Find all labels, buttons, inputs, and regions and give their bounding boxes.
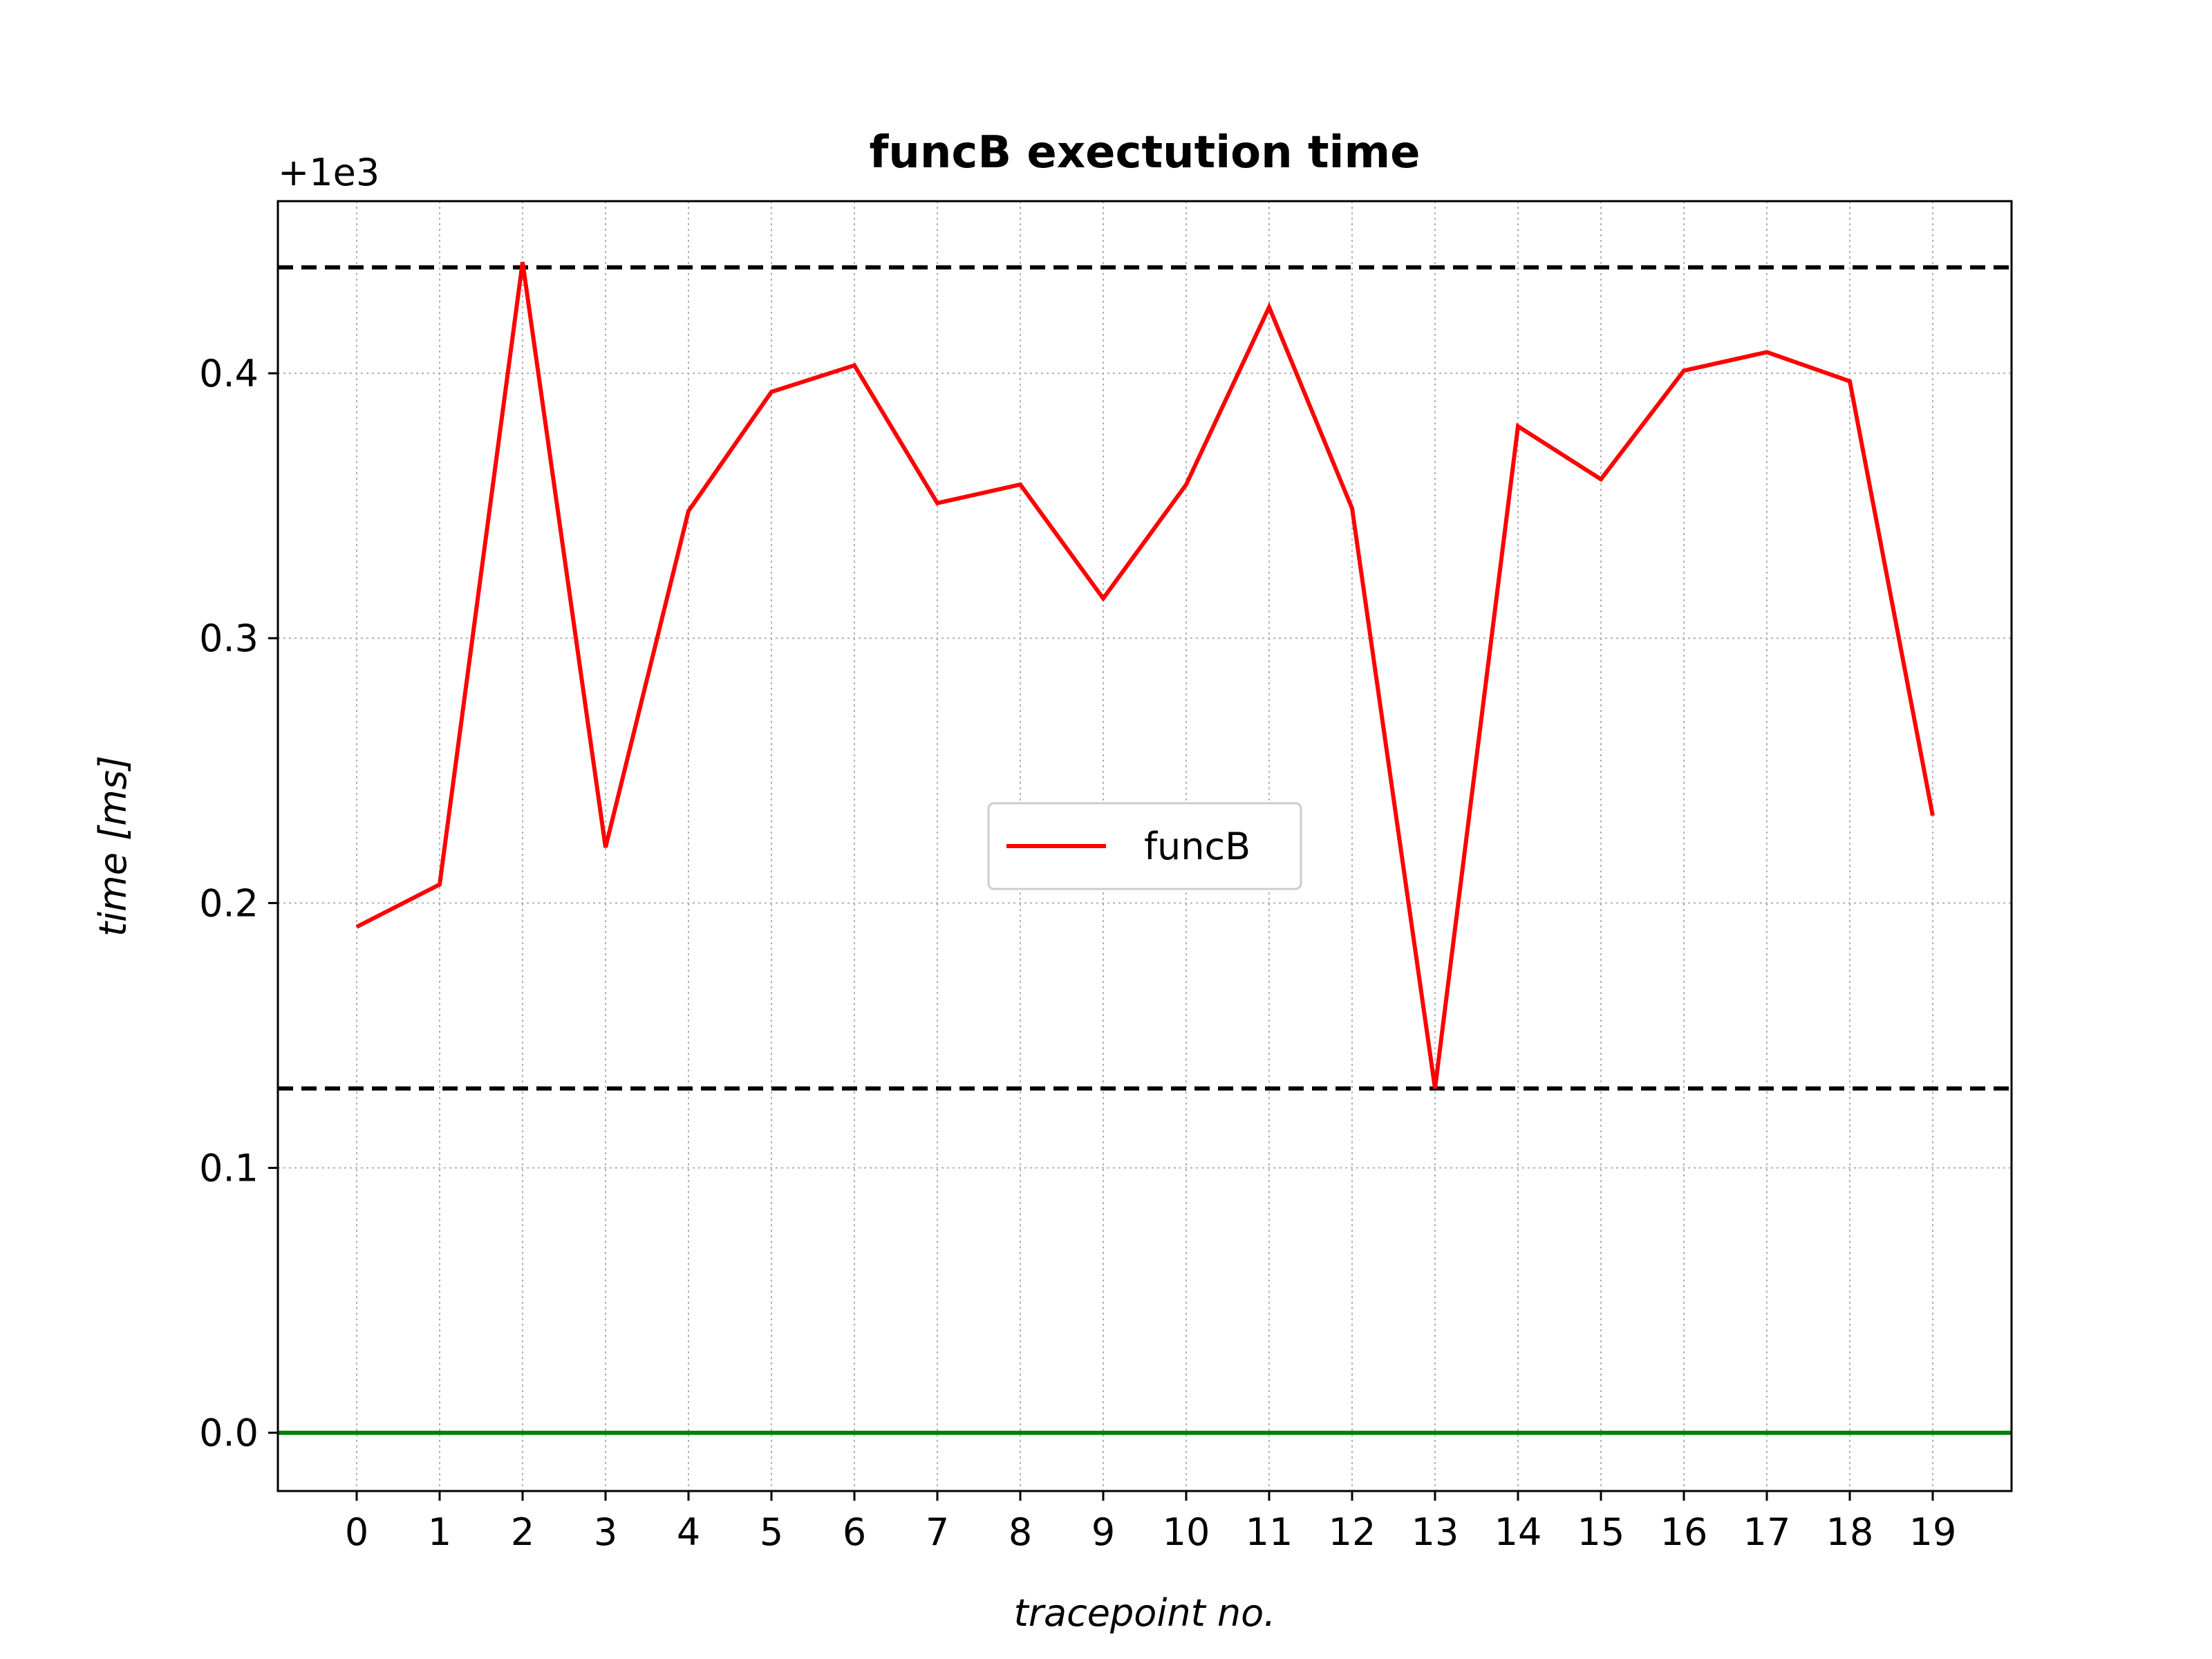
x-tick-label-12: 12 <box>1329 1510 1376 1554</box>
x-tick-label-4: 4 <box>677 1510 700 1554</box>
legend-box <box>987 802 1302 890</box>
x-tick-label-19: 19 <box>1909 1510 1957 1554</box>
y-axis-ticks: 0.0 0.1 0.2 0.3 0.4 <box>199 352 278 1455</box>
x-tick-label-16: 16 <box>1660 1510 1708 1554</box>
series <box>355 261 1935 1089</box>
x-tick-label-7: 7 <box>926 1510 949 1554</box>
x-tick-label-14: 14 <box>1494 1510 1542 1554</box>
x-tick-label-15: 15 <box>1577 1510 1625 1554</box>
y-tick-label-4: 0.4 <box>199 352 259 395</box>
reference-lines <box>278 265 2012 1435</box>
x-tick-label-8: 8 <box>1009 1510 1032 1554</box>
legend-label-funcB: funcB <box>1144 825 1250 868</box>
series-line-funcB <box>355 261 1935 1089</box>
x-tick-label-13: 13 <box>1412 1510 1459 1554</box>
y-axis-offset-label: +1e3 <box>278 151 379 194</box>
y-tick-label-1: 0.1 <box>199 1147 259 1190</box>
x-axis-label: tracepoint no. <box>1014 1591 1276 1635</box>
x-tick-label-11: 11 <box>1246 1510 1293 1554</box>
plot-frame <box>276 200 2013 1492</box>
x-tick-label-0: 0 <box>345 1510 368 1554</box>
x-tick-label-17: 17 <box>1743 1510 1791 1554</box>
x-tick-label-5: 5 <box>760 1510 783 1554</box>
x-tick-label-2: 2 <box>511 1510 534 1554</box>
x-tick-label-3: 3 <box>594 1510 617 1554</box>
legend: funcB <box>987 802 1302 890</box>
y-tick-label-0: 0.0 <box>199 1412 259 1455</box>
y-axis-label: time [ms] <box>91 756 135 937</box>
x-tick-label-9: 9 <box>1091 1510 1115 1554</box>
chart-title: funcB exectution time <box>869 127 1420 178</box>
x-tick-label-1: 1 <box>428 1510 451 1554</box>
y-tick-label-3: 0.3 <box>199 617 259 660</box>
x-tick-label-18: 18 <box>1826 1510 1874 1554</box>
x-axis-ticks: 0 1 2 3 4 5 6 7 8 9 10 11 12 13 14 15 16 17 18 19 <box>345 1491 1957 1554</box>
y-tick-label-2: 0.2 <box>199 881 259 925</box>
x-tick-label-6: 6 <box>843 1510 866 1554</box>
x-tick-label-10: 10 <box>1163 1510 1210 1554</box>
